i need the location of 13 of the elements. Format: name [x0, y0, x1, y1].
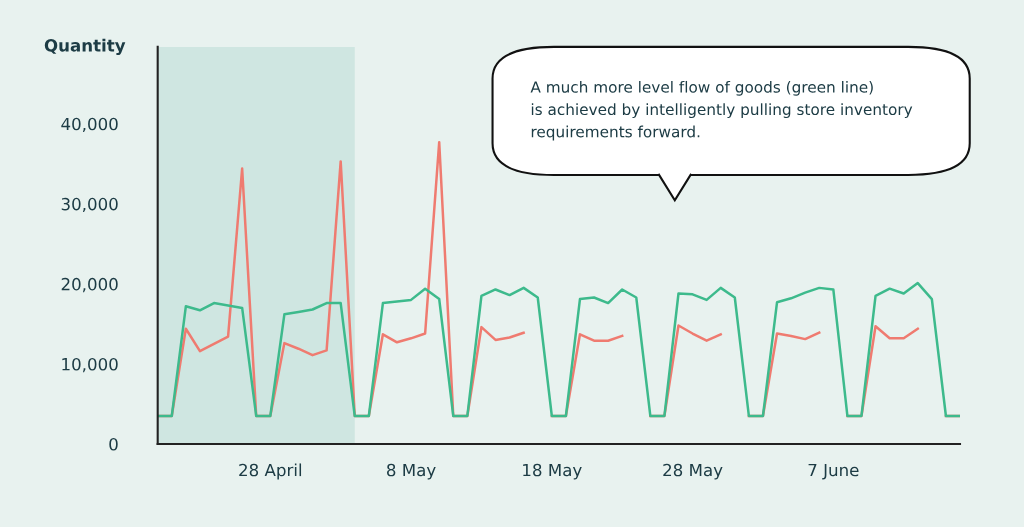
y-axis-title: Quantity [44, 38, 126, 56]
x-tick-label: 28 April [239, 463, 302, 480]
y-tick-label: 30,000 [61, 197, 118, 213]
y-tick-label: 20,000 [61, 277, 118, 293]
x-tick-label: 18 May [523, 463, 582, 480]
y-tick-label: 0 [109, 437, 118, 451]
x-tick-label: 7 June [808, 463, 859, 480]
y-tick-label: 40,000 [61, 117, 118, 133]
x-tick-label: 28 May [663, 463, 723, 480]
x-tick-label: 8 May [387, 463, 436, 480]
line-series [157, 281, 960, 418]
annotation: A much more level flow of goods (green line) is achieved by intelligently pulling store inventory requirements forward. [530, 80, 913, 141]
y-tick-label: 10,000 [62, 357, 118, 373]
